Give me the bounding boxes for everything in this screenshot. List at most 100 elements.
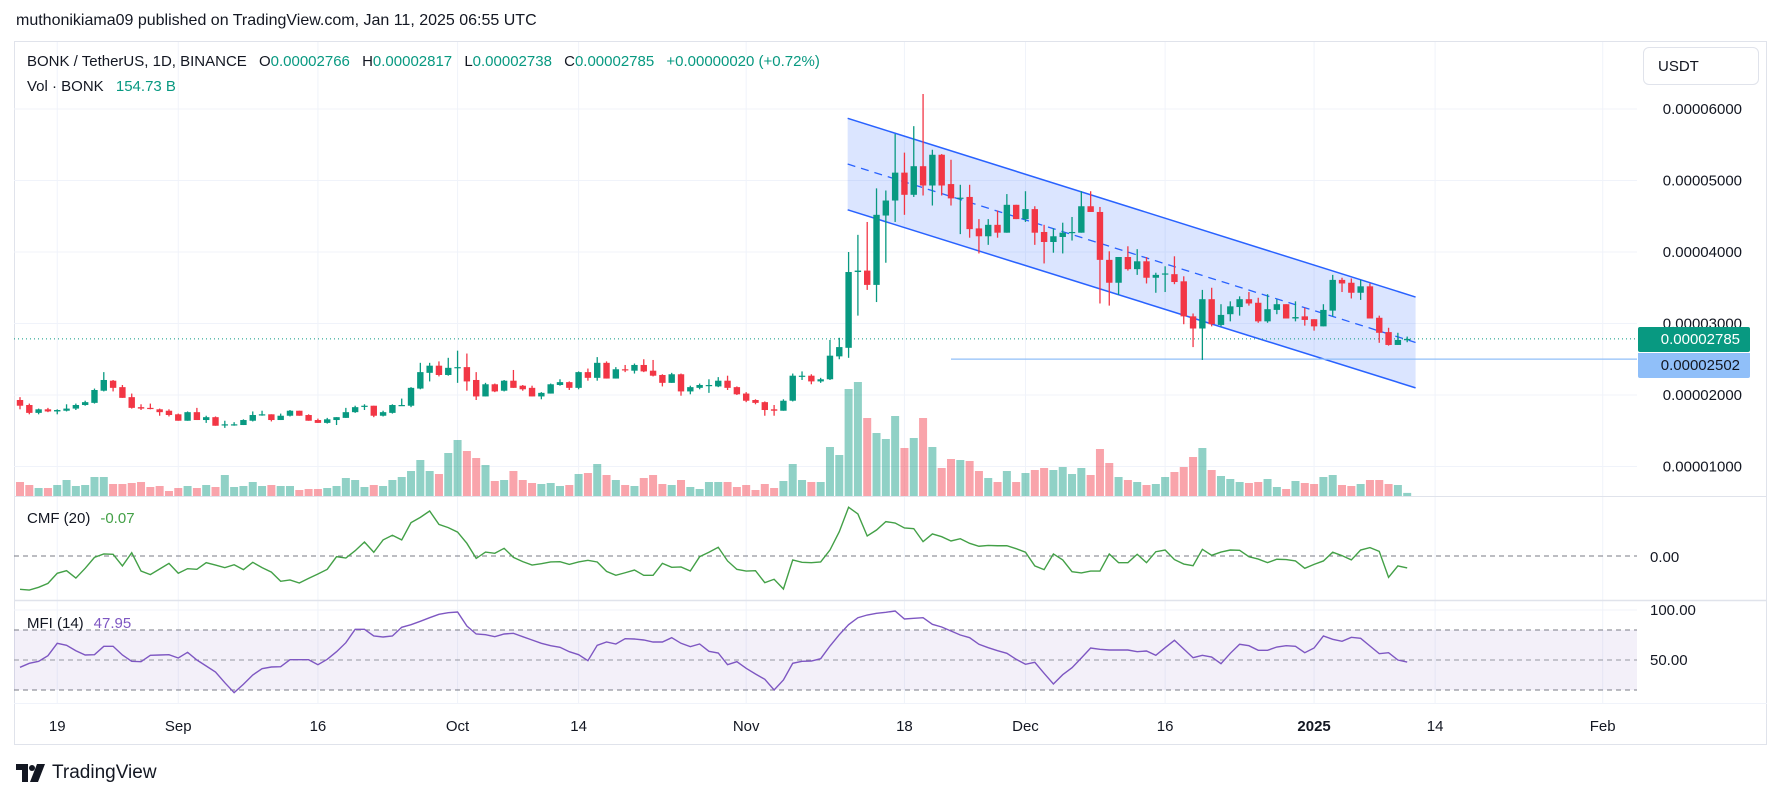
channel-upper-line[interactable] (847, 117, 1416, 298)
candle[interactable] (1134, 249, 1141, 275)
candle[interactable] (575, 371, 582, 390)
candle[interactable] (882, 190, 890, 263)
candle[interactable] (63, 404, 70, 412)
candle[interactable] (510, 369, 517, 388)
candle[interactable] (1152, 272, 1160, 293)
candle[interactable] (864, 221, 871, 290)
candle[interactable] (1059, 222, 1066, 254)
candle[interactable] (1050, 228, 1057, 253)
candle[interactable] (798, 371, 806, 380)
candle[interactable] (212, 416, 219, 426)
candle[interactable] (1012, 204, 1020, 220)
mfi-label[interactable]: MFI (14) (27, 615, 84, 632)
volume-label[interactable]: Vol · BONK (27, 78, 104, 95)
candle[interactable] (1264, 294, 1271, 323)
candle[interactable] (1236, 296, 1243, 316)
candle[interactable] (1394, 332, 1402, 345)
candle[interactable] (929, 149, 936, 206)
candle[interactable] (203, 415, 210, 423)
candle[interactable] (35, 408, 42, 415)
candle[interactable] (994, 210, 1001, 238)
candle[interactable] (1329, 274, 1336, 317)
candle[interactable] (687, 385, 694, 395)
candle[interactable] (16, 397, 24, 410)
candle[interactable] (789, 373, 796, 402)
candle[interactable] (1357, 279, 1364, 300)
candle[interactable] (901, 152, 908, 215)
candle[interactable] (361, 404, 368, 411)
candle[interactable] (957, 184, 964, 235)
candle[interactable] (370, 405, 377, 418)
candle[interactable] (454, 350, 461, 383)
candle[interactable] (119, 384, 126, 398)
candle[interactable] (463, 353, 471, 391)
candle[interactable] (547, 383, 554, 394)
candle[interactable] (1217, 304, 1225, 327)
candle[interactable] (1199, 289, 1206, 360)
candle[interactable] (1282, 304, 1290, 319)
candle[interactable] (910, 126, 917, 197)
candle[interactable] (435, 361, 443, 377)
candle[interactable] (556, 379, 564, 386)
candle[interactable] (156, 408, 163, 416)
candle[interactable] (659, 374, 666, 387)
candle[interactable] (1078, 191, 1085, 233)
candle[interactable] (1376, 315, 1383, 343)
currency-button[interactable]: USDT (1643, 47, 1759, 85)
candle[interactable] (1003, 194, 1011, 233)
candle[interactable] (333, 417, 340, 426)
candle[interactable] (100, 372, 107, 392)
candle[interactable] (677, 373, 685, 396)
candle[interactable] (1180, 276, 1187, 325)
candle[interactable] (696, 383, 703, 390)
candle[interactable] (1161, 266, 1169, 293)
candle[interactable] (1292, 301, 1299, 322)
candle[interactable] (649, 359, 657, 377)
candle[interactable] (44, 407, 52, 413)
candle[interactable] (1189, 313, 1197, 348)
candle[interactable] (631, 363, 638, 374)
candle[interactable] (398, 398, 405, 407)
candle[interactable] (938, 154, 945, 196)
candle[interactable] (873, 188, 880, 303)
candle[interactable] (808, 374, 815, 385)
candle[interactable] (715, 377, 722, 388)
candle[interactable] (165, 409, 173, 417)
candle[interactable] (305, 414, 312, 421)
candle[interactable] (742, 392, 750, 403)
candle[interactable] (668, 372, 675, 383)
candle[interactable] (1348, 278, 1355, 299)
candle[interactable] (1096, 206, 1104, 304)
candle[interactable] (491, 383, 499, 393)
candle[interactable] (770, 405, 778, 416)
candle[interactable] (612, 367, 620, 379)
candle[interactable] (519, 384, 526, 391)
candle[interactable] (1208, 287, 1215, 327)
mfi-line[interactable] (19, 610, 1408, 694)
candle[interactable] (1106, 251, 1113, 306)
candle[interactable] (296, 410, 303, 416)
candle[interactable] (258, 410, 266, 416)
candle[interactable] (417, 362, 424, 390)
candle[interactable] (1227, 301, 1234, 322)
cmf-label[interactable]: CMF (20) (27, 510, 91, 527)
candle[interactable] (566, 381, 573, 390)
candle[interactable] (268, 414, 275, 422)
candle[interactable] (342, 407, 350, 418)
candle[interactable] (752, 399, 759, 405)
channel-lower-line[interactable] (847, 209, 1416, 389)
candle[interactable] (500, 379, 508, 392)
candle[interactable] (1022, 191, 1029, 222)
candle[interactable] (817, 377, 824, 383)
candle[interactable] (854, 234, 862, 316)
candle[interactable] (1031, 206, 1038, 245)
candle[interactable] (221, 420, 229, 428)
candle[interactable] (482, 382, 489, 397)
candle[interactable] (640, 359, 647, 373)
candle[interactable] (603, 361, 610, 379)
candle[interactable] (249, 411, 256, 422)
candle[interactable] (1320, 304, 1327, 327)
candle[interactable] (445, 357, 452, 376)
candle[interactable] (230, 422, 238, 426)
candle[interactable] (389, 404, 396, 414)
